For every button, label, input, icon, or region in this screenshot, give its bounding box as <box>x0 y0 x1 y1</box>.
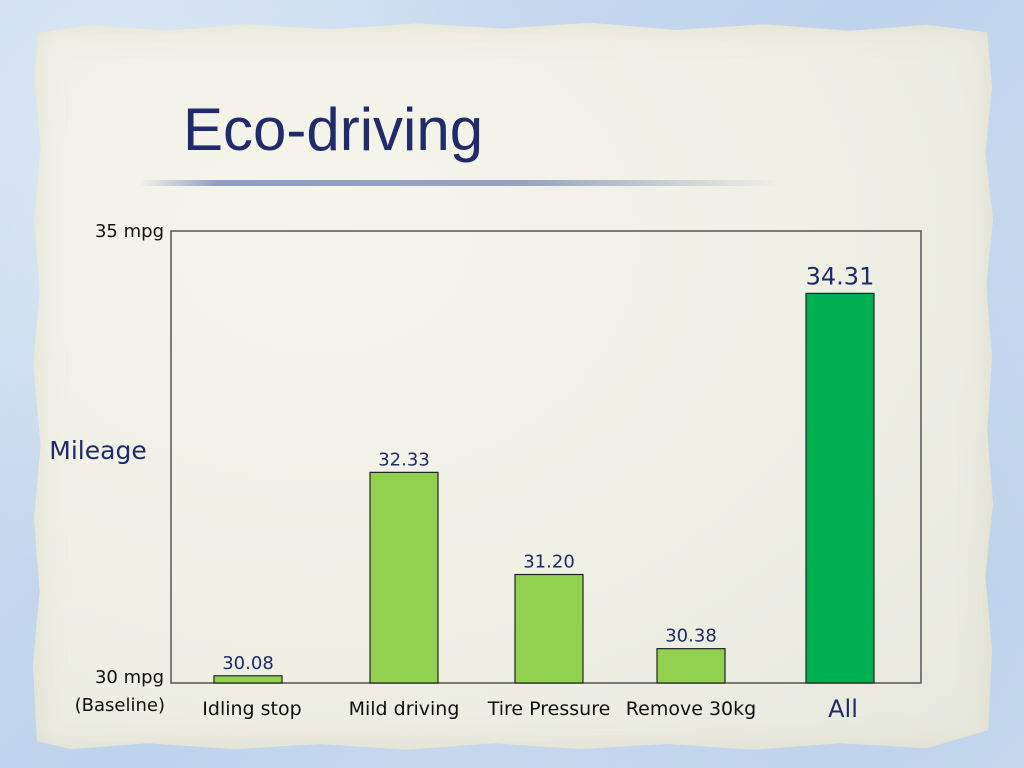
bar-idling-stop <box>213 675 283 684</box>
y-tick-label: 35 mpg <box>95 221 164 242</box>
y-tick-sublabel: (Baseline) <box>75 695 165 716</box>
value-label: 34.31 <box>806 262 875 290</box>
category-label: Mild driving <box>349 698 460 720</box>
value-label: 30.08 <box>222 653 274 674</box>
bar-all <box>805 292 875 684</box>
y-tick-labels-group: 35 mpg 30 mpg (Baseline) <box>75 221 165 716</box>
category-label: All <box>828 695 858 723</box>
slide-title: Eco-driving <box>183 96 484 163</box>
category-label: Tire Pressure <box>487 698 611 720</box>
value-labels-group: 30.08 32.33 31.20 30.38 34.31 <box>222 262 874 673</box>
value-label: 31.20 <box>523 552 575 573</box>
category-labels-group: Idling stop Mild driving Tire Pressure Remo… <box>202 695 858 723</box>
category-label: Remove 30kg <box>626 698 756 720</box>
bar-mild-driving <box>369 471 439 684</box>
y-tick-label: 30 mpg <box>95 667 164 688</box>
bars-group <box>213 292 875 684</box>
y-axis-label: Mileage <box>49 436 146 465</box>
value-label: 30.38 <box>665 626 717 647</box>
title-underline <box>140 180 780 186</box>
value-label: 32.33 <box>378 449 430 470</box>
bar-tire-pressure <box>514 573 584 684</box>
bar-remove-30kg <box>656 648 726 684</box>
category-label: Idling stop <box>202 698 301 720</box>
